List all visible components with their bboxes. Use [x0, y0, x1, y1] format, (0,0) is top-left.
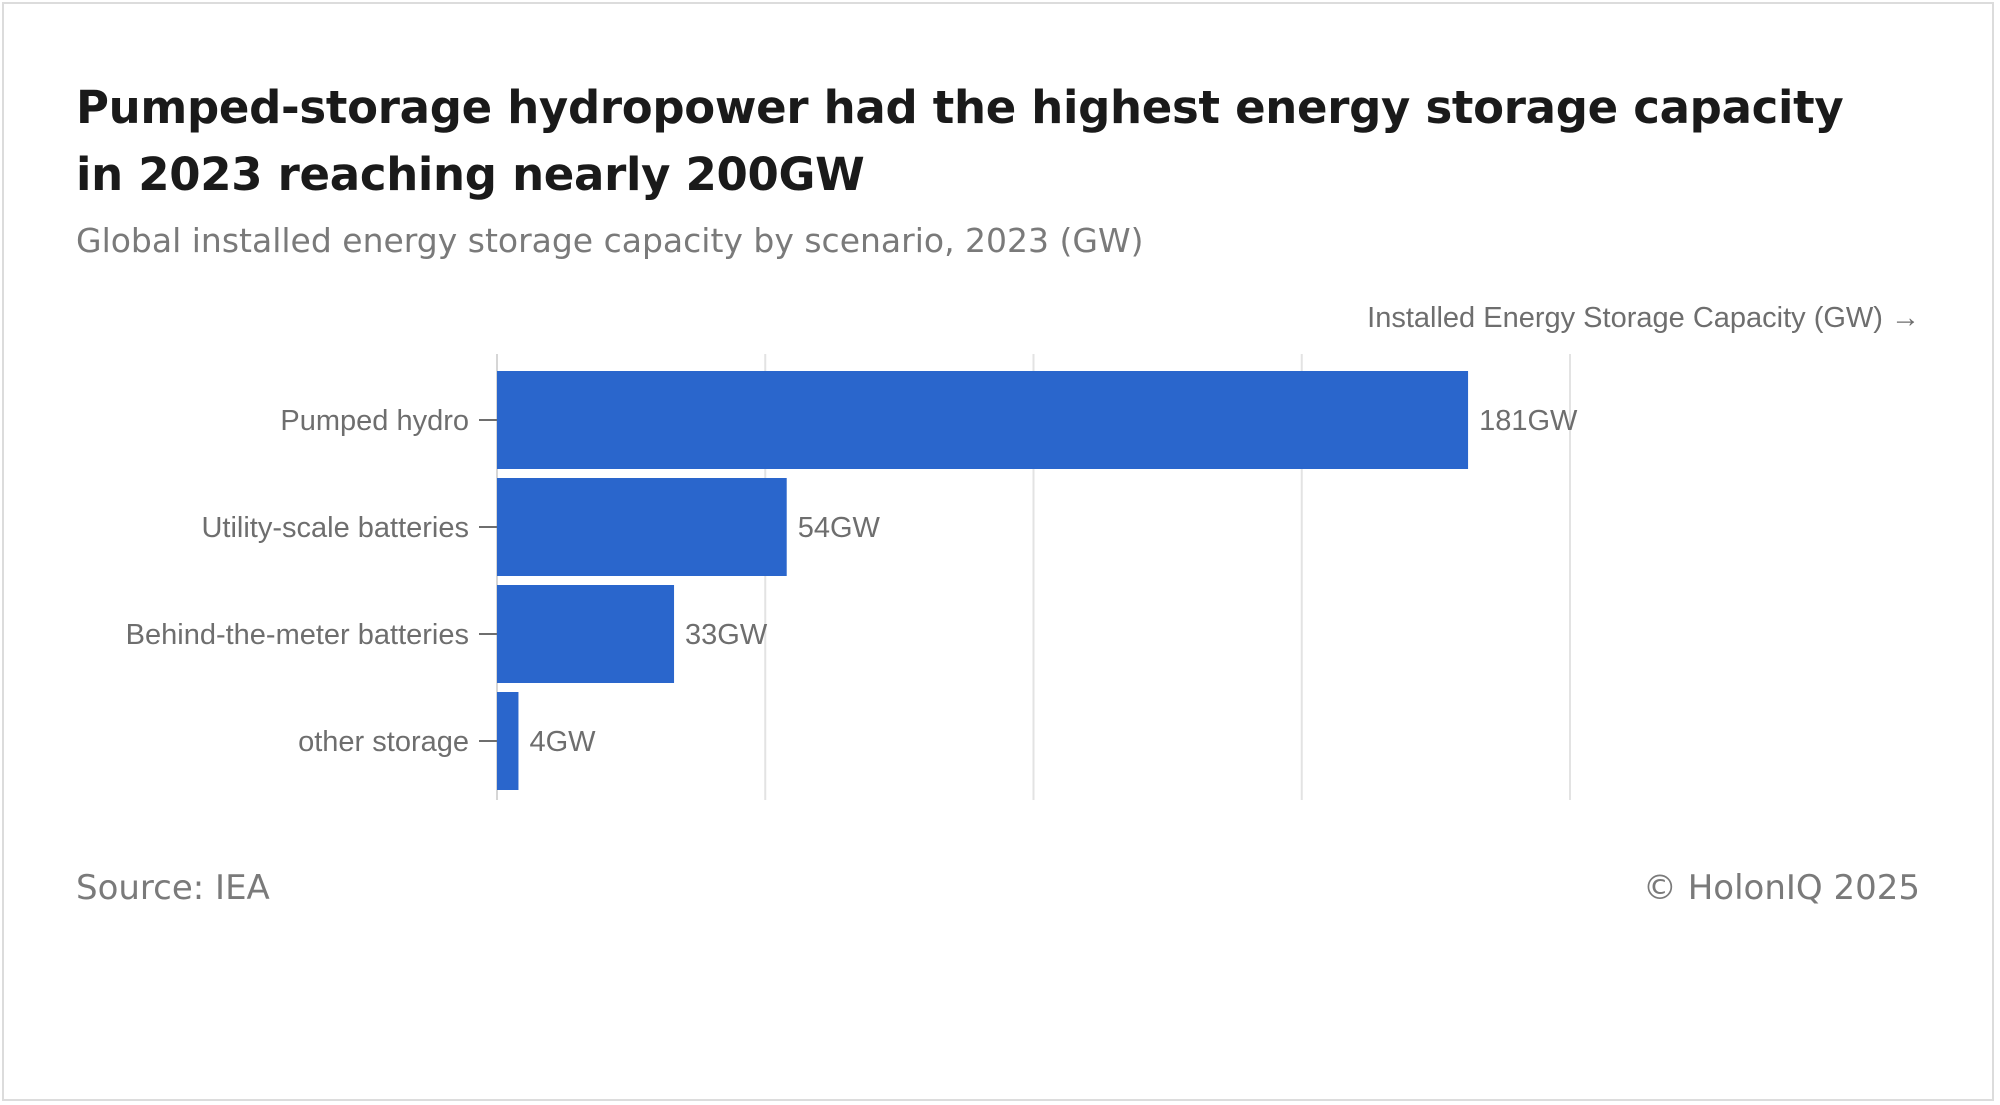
copyright-note: © HolonIQ 2025: [1642, 868, 1920, 908]
y-tick-label: Behind-the-meter batteries: [126, 619, 469, 651]
chart-subtitle: Global installed energy storage capacity…: [76, 221, 1144, 260]
y-axis: [479, 354, 498, 800]
labels: Installed Energy Storage Capacity (GW) →…: [126, 302, 1920, 758]
bar-utility-scale-batteries: [497, 478, 787, 576]
bar-behind-the-meter-batteries: [497, 585, 675, 683]
y-tick-label: other storage: [298, 726, 469, 758]
bars: [497, 371, 1469, 790]
bar-pumped-hydro: [497, 371, 1469, 469]
source-note: Source: IEA: [76, 868, 270, 908]
y-tick-label: Pumped hydro: [280, 405, 469, 437]
x-axis-title: Installed Energy Storage Capacity (GW) →: [1367, 302, 1920, 334]
y-tick-label: Utility-scale batteries: [201, 512, 469, 544]
data-label: 4GW: [529, 726, 596, 758]
data-label: 33GW: [685, 619, 768, 651]
data-label: 54GW: [798, 512, 881, 544]
data-label: 181GW: [1479, 405, 1578, 437]
chart-title: Pumped-storage hydropower had the highes…: [76, 81, 1844, 201]
bar-other-storage: [497, 692, 519, 790]
